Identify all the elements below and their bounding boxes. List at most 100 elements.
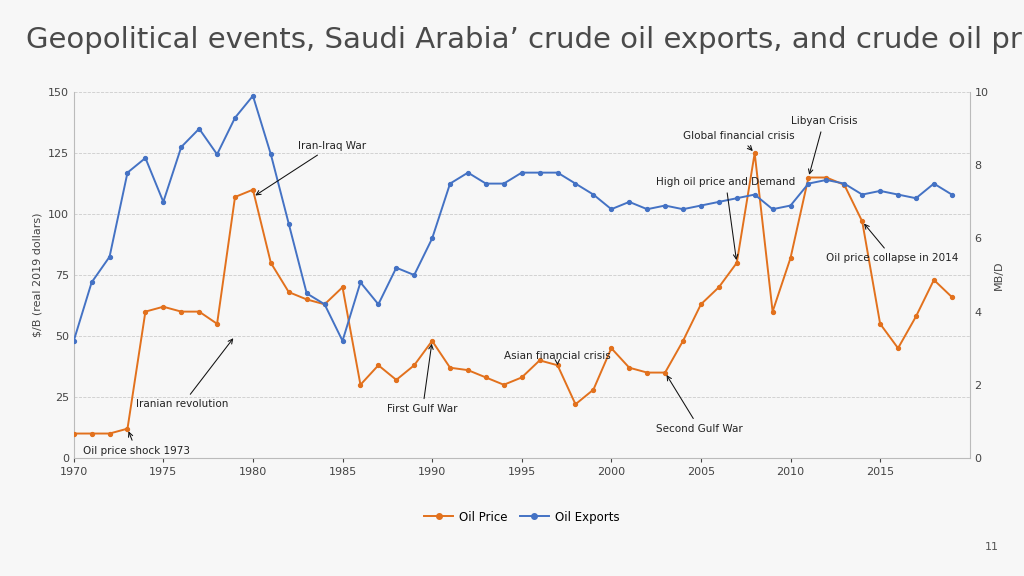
Oil Exports xyxy=(731,195,743,202)
Oil Exports xyxy=(283,221,295,228)
Oil Price xyxy=(677,338,689,344)
Oil Price xyxy=(318,301,331,308)
Oil Price xyxy=(139,308,152,315)
Oil Exports xyxy=(569,180,582,187)
Text: Global financial crisis: Global financial crisis xyxy=(683,131,795,150)
Oil Exports xyxy=(552,169,564,176)
Oil Exports xyxy=(516,169,528,176)
Oil Price xyxy=(480,374,493,381)
Oil Exports xyxy=(588,191,600,198)
Oil Exports xyxy=(713,199,725,206)
Oil Exports xyxy=(946,191,958,198)
Oil Price xyxy=(122,425,134,432)
Oil Exports xyxy=(892,191,904,198)
Oil Exports xyxy=(677,206,689,213)
Oil Exports xyxy=(175,143,187,150)
Oil Exports xyxy=(373,301,385,308)
Oil Exports xyxy=(318,301,331,308)
Oil Price xyxy=(569,401,582,408)
Oil Price xyxy=(265,259,278,266)
Oil Exports xyxy=(354,279,367,286)
Oil Exports xyxy=(641,206,653,213)
Text: Asian financial crisis: Asian financial crisis xyxy=(504,351,610,364)
Oil Exports xyxy=(139,154,152,161)
Oil Exports xyxy=(265,151,278,158)
Oil Exports xyxy=(803,180,815,187)
Oil Exports xyxy=(749,191,761,198)
Oil Exports xyxy=(390,264,402,271)
Oil Exports xyxy=(426,235,438,242)
Oil Price xyxy=(103,430,116,437)
Oil Price xyxy=(659,369,672,376)
Oil Exports xyxy=(122,169,134,176)
Oil Price xyxy=(731,259,743,266)
Oil Exports xyxy=(784,202,797,209)
Text: 11: 11 xyxy=(984,542,998,552)
Oil Price xyxy=(552,362,564,369)
Oil Price xyxy=(516,374,528,381)
Oil Exports xyxy=(856,191,868,198)
Oil Price xyxy=(641,369,653,376)
Oil Price xyxy=(409,362,421,369)
Oil Price xyxy=(784,255,797,262)
Oil Exports xyxy=(194,126,206,132)
Oil Price xyxy=(247,186,259,193)
Oil Exports xyxy=(103,253,116,260)
Oil Price xyxy=(946,294,958,301)
Text: First Gulf War: First Gulf War xyxy=(387,345,458,414)
Oil Price xyxy=(713,284,725,291)
Text: Libyan Crisis: Libyan Crisis xyxy=(791,116,857,174)
Oil Exports xyxy=(820,176,833,183)
Oil Exports xyxy=(624,199,636,206)
Oil Exports xyxy=(462,169,474,176)
Text: Oil price shock 1973: Oil price shock 1973 xyxy=(83,433,189,456)
Oil Price xyxy=(910,313,923,320)
Oil Exports xyxy=(480,180,493,187)
Oil Price xyxy=(68,430,80,437)
Oil Price xyxy=(301,296,313,303)
Oil Price xyxy=(211,320,223,327)
Oil Price xyxy=(86,430,98,437)
Oil Price xyxy=(767,308,779,315)
Oil Price xyxy=(194,308,206,315)
Oil Exports xyxy=(839,180,851,187)
Oil Price xyxy=(588,386,600,393)
Oil Price xyxy=(229,194,242,200)
Oil Price xyxy=(283,289,295,295)
Line: Oil Exports: Oil Exports xyxy=(72,94,953,343)
Line: Oil Price: Oil Price xyxy=(72,151,953,435)
Oil Exports xyxy=(301,290,313,297)
Oil Price xyxy=(856,218,868,225)
Oil Price xyxy=(624,364,636,371)
Oil Price xyxy=(874,320,887,327)
Oil Exports xyxy=(444,180,457,187)
Oil Exports xyxy=(767,206,779,213)
Oil Exports xyxy=(910,195,923,202)
Oil Price xyxy=(390,377,402,384)
Text: Second Gulf War: Second Gulf War xyxy=(656,376,742,434)
Oil Price xyxy=(337,284,349,291)
Oil Exports xyxy=(928,180,940,187)
Oil Price xyxy=(803,174,815,181)
Oil Price xyxy=(749,150,761,157)
Oil Exports xyxy=(337,338,349,344)
Oil Exports xyxy=(229,114,242,121)
Oil Exports xyxy=(211,151,223,158)
Oil Price xyxy=(444,364,457,371)
Oil Price xyxy=(426,338,438,344)
Oil Price xyxy=(605,344,617,351)
Oil Price xyxy=(820,174,833,181)
Oil Exports xyxy=(86,279,98,286)
Oil Price xyxy=(839,181,851,188)
Oil Price xyxy=(175,308,187,315)
Text: High oil price and Demand: High oil price and Demand xyxy=(656,177,796,259)
Oil Price xyxy=(462,367,474,374)
Oil Exports xyxy=(534,169,546,176)
Oil Price xyxy=(354,381,367,388)
Oil Price xyxy=(498,381,510,388)
Oil Price xyxy=(892,344,904,351)
Oil Price xyxy=(158,304,170,310)
Oil Exports xyxy=(68,338,80,344)
Oil Exports xyxy=(158,199,170,206)
Oil Price xyxy=(928,276,940,283)
